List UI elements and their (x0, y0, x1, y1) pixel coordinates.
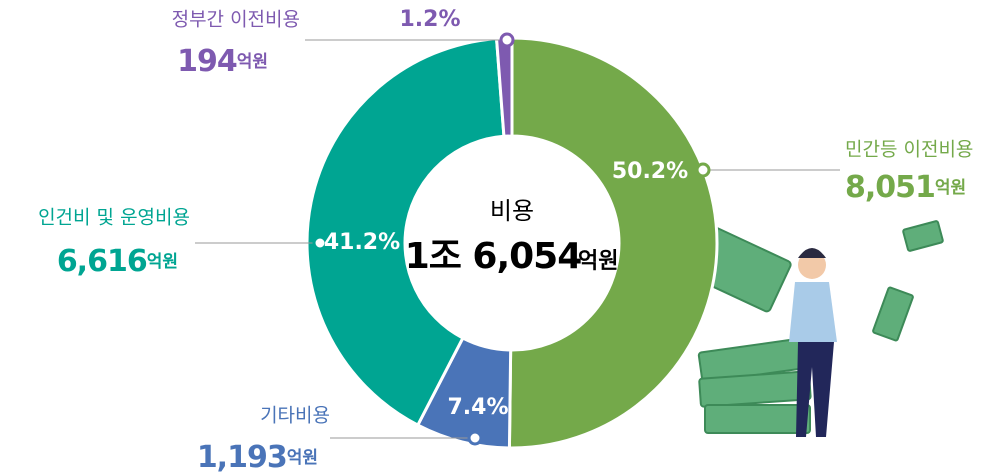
amount-value: 1,193 (197, 440, 287, 473)
illustration (682, 220, 944, 437)
amount-unit: 억원 (237, 52, 268, 72)
center-total: 1조 6,054 (405, 236, 582, 277)
value-label: 7.4% (447, 395, 508, 420)
donut-segment (305, 36, 506, 428)
center-unit: 억원 (578, 249, 618, 274)
amount-label: 8,051억원 (845, 170, 966, 205)
amount-unit: 억원 (147, 252, 178, 272)
value-label: 50.2% (612, 159, 688, 184)
amount-value: 194 (177, 44, 237, 79)
category-label: 기타비용 (260, 405, 330, 427)
category-label: 민간등 이전비용 (845, 139, 973, 161)
leader-dot (312, 235, 328, 251)
leader-dot (499, 32, 515, 48)
leader-dot (695, 162, 711, 178)
category-label: 정부간 이전비용 (172, 9, 300, 31)
center-title: 비용 (490, 197, 534, 225)
category-label: 인건비 및 운영비용 (38, 207, 190, 229)
leader-dot (467, 430, 483, 446)
value-label: 1.2% (399, 7, 460, 32)
amount-label: 6,616억원 (57, 244, 178, 279)
amount-unit: 억원 (935, 178, 966, 198)
amount-value: 6,616 (57, 244, 147, 279)
amount-label: 194억원 (177, 44, 268, 79)
amount-value: 8,051 (845, 170, 935, 205)
value-label: 41.2% (324, 230, 400, 255)
donut-segment (507, 36, 719, 450)
amount-unit: 억원 (287, 448, 318, 468)
amount-label: 1,193억원 (197, 440, 318, 473)
